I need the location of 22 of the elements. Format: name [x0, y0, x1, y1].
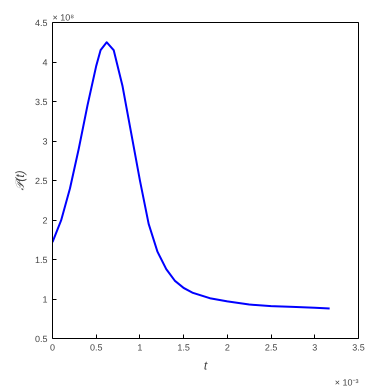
y-tick-label: 3.5	[34, 97, 48, 107]
x-tick-label: 0	[50, 342, 56, 352]
x-tick-label: 1.5	[177, 342, 190, 352]
y-tick-label: 3	[42, 136, 48, 146]
y-tick-label: 4	[42, 58, 48, 68]
x-tick-label: 2	[224, 342, 230, 352]
x-axis-title: t	[204, 358, 208, 372]
x-tick-label: 1	[137, 342, 142, 352]
y-axis-title: 𝒫(t)	[12, 170, 27, 191]
x-tick-label: 3.5	[352, 342, 365, 352]
y-tick-label: 4.5	[34, 18, 48, 28]
x-tick-label: 3	[312, 342, 318, 352]
y-tick-label: 2	[42, 216, 48, 226]
text: × 10⁻³	[334, 378, 359, 387]
y-tick-label: 1	[42, 294, 48, 304]
line-series	[52, 41, 331, 310]
x-tick-label: 2.5	[264, 342, 278, 352]
y-tick-label: 2.5	[34, 176, 48, 186]
y-tick-label: 1.5	[34, 255, 48, 265]
y-tick-label: 0.5	[34, 334, 48, 344]
text: × 10⁸	[52, 12, 74, 22]
x-tick-label: 0.5	[90, 342, 102, 352]
